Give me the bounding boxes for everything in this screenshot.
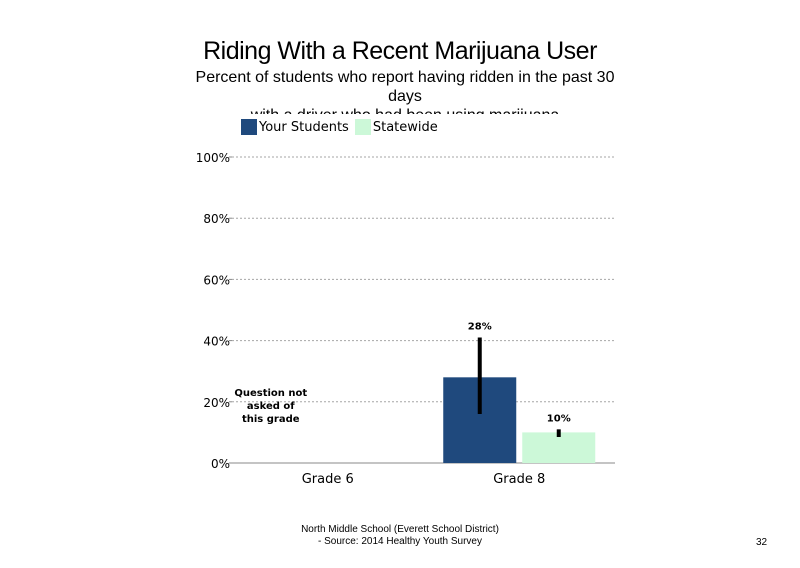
chart-title: Riding With a Recent Marijuana User (203, 37, 597, 65)
y-tick-label: 0% (211, 457, 230, 471)
footer-source: North Middle School (Everett School Dist… (250, 524, 550, 548)
chart-subtitle: Percent of students who report having ri… (180, 68, 630, 114)
x-tick-label: Grade 8 (493, 472, 545, 487)
chart-subtitle-line-1: Percent of students who report having ri… (195, 69, 615, 105)
y-tick-label: 20% (203, 396, 230, 410)
legend-label-statewide: Statewide (372, 119, 438, 135)
data-label: 28% (468, 322, 492, 333)
data-label: 10% (547, 413, 571, 424)
y-tick-label: 40% (203, 335, 230, 349)
annotation-line: this grade (242, 414, 300, 425)
y-tick-label: 100% (196, 151, 230, 165)
legend-item-your-students: Your Students (241, 119, 349, 135)
page-number: 32 (756, 537, 768, 548)
annotation-line: Question not (234, 388, 307, 399)
footer-school: North Middle School (Everett School Dist… (301, 524, 499, 535)
legend-swatch-statewide (354, 119, 371, 135)
chart-legend: Your Students Statewide (241, 118, 444, 136)
footer-source-line: - Source: 2014 Healthy Youth Survey (318, 536, 482, 547)
x-tick-label: Grade 6 (302, 472, 354, 487)
bar-statewide-grade-8 (522, 432, 596, 463)
y-tick-label: 60% (203, 273, 230, 287)
annotation-question-not-asked: Question not asked of this grade (234, 388, 307, 425)
legend-swatch-your-students (241, 119, 257, 135)
legend-label-your-students: Your Students (259, 119, 349, 135)
y-tick-label: 80% (203, 212, 230, 226)
annotation-line: asked of (247, 401, 295, 412)
chart-subtitle-line-2: with a driver who had been using marijua… (180, 106, 630, 114)
legend-item-statewide: Statewide (354, 119, 438, 135)
